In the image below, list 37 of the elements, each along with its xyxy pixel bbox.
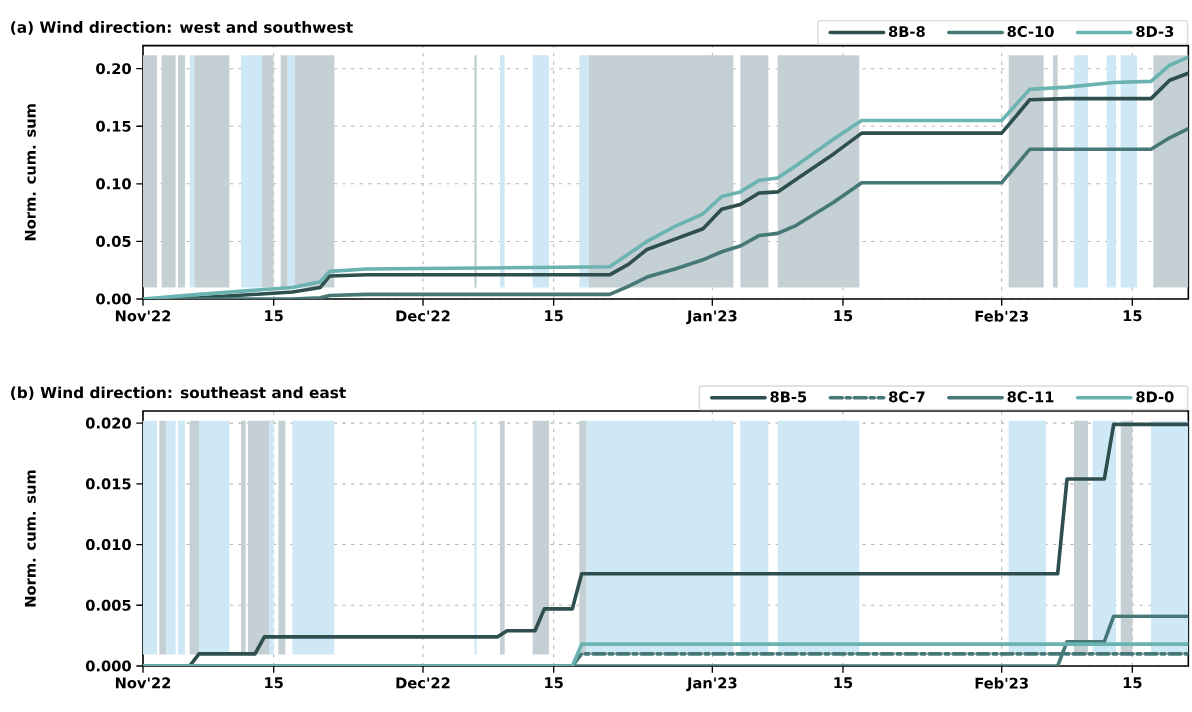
y-tick-label: 0.005 (85, 599, 131, 611)
chart-title: (a) Wind direction: west and southwest (11, 21, 353, 35)
x-tick-label: Dec'22 (396, 310, 450, 322)
y-tick-label: 0.10 (96, 178, 131, 190)
legend-label: 8C-10 (1007, 26, 1054, 38)
y-tick-label: 0.015 (85, 478, 131, 490)
x-tick-label: 15 (1123, 310, 1142, 322)
x-tick-label: Feb'23 (975, 677, 1028, 689)
x-tick-label: Jan'23 (686, 310, 737, 325)
x-tick-label: 15 (545, 310, 563, 322)
y-tick-label: 0.00 (96, 293, 131, 305)
x-tick-label: 15 (265, 310, 283, 322)
x-tick-label: 15 (545, 677, 563, 689)
legend-label: 8B-8 (888, 26, 925, 38)
x-tick-label: Dec'22 (396, 677, 450, 689)
y-tick-label: 0.05 (96, 235, 131, 247)
x-tick-label: 15 (834, 310, 853, 322)
legend-label: 8B-5 (770, 391, 807, 403)
y-tick-label: 0.020 (85, 417, 131, 429)
legend-label: 8C-11 (1007, 391, 1054, 403)
y-axis-title: Norm. cum. sum (24, 104, 36, 241)
x-tick-label: 15 (834, 677, 853, 689)
chart-title: (b) Wind direction: southeast and east (11, 386, 346, 401)
y-axis-title: Norm. cum. sum (24, 470, 36, 607)
y-tick-label: 0.20 (96, 63, 131, 75)
x-tick-label: Jan'23 (686, 677, 737, 692)
x-tick-label: 15 (1123, 677, 1142, 689)
x-tick-label: 15 (265, 677, 283, 689)
y-tick-label: 0.000 (85, 660, 131, 672)
legend-label: 8D-0 (1136, 391, 1174, 403)
x-tick-label: Nov'22 (115, 677, 171, 689)
y-tick-label: 0.15 (96, 120, 131, 132)
x-tick-label: Feb'23 (975, 310, 1028, 322)
y-tick-label: 0.010 (85, 539, 131, 551)
legend-label: 8D-3 (1136, 26, 1174, 38)
x-tick-label: Nov'22 (115, 310, 171, 322)
legend-label: 8C-7 (889, 391, 925, 403)
